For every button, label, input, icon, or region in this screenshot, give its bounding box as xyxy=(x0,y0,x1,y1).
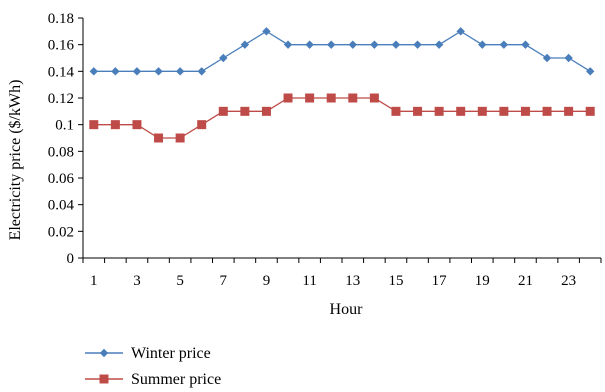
x-tick-label: 21 xyxy=(518,273,533,289)
legend-marker xyxy=(99,348,109,358)
x-tick-label: 9 xyxy=(263,273,271,289)
data-point xyxy=(240,106,250,116)
x-tick-label: 19 xyxy=(475,273,490,289)
data-point xyxy=(585,106,595,116)
data-point xyxy=(89,120,99,130)
data-point xyxy=(197,67,206,76)
x-tick-label: 11 xyxy=(302,273,316,289)
data-point xyxy=(154,133,164,143)
series-line xyxy=(93,97,591,139)
x-tick-label: 5 xyxy=(176,273,184,289)
y-tick-label: 0.1 xyxy=(55,118,74,134)
data-point xyxy=(413,106,423,116)
data-point xyxy=(434,106,444,116)
data-point xyxy=(564,53,573,63)
y-tick-label: 0.02 xyxy=(48,224,74,240)
y-tick-label: 0 xyxy=(67,251,75,267)
data-point xyxy=(413,40,422,49)
legend: Winter price Summer price xyxy=(85,345,221,388)
data-point xyxy=(391,106,401,116)
y-tick-label: 0.14 xyxy=(48,64,75,80)
data-point xyxy=(175,133,185,143)
x-axis-ticks: 1 3 5 7 9 11 13 15 17 19 21 23 xyxy=(82,258,602,289)
data-point xyxy=(132,67,142,76)
data-point xyxy=(261,106,271,116)
data-point xyxy=(154,67,163,76)
legend-label: Summer price xyxy=(131,371,221,388)
data-point xyxy=(219,53,228,63)
x-tick-label: 13 xyxy=(345,273,360,289)
x-tick-label: 15 xyxy=(388,273,403,289)
data-point xyxy=(132,120,142,130)
data-point xyxy=(477,106,487,116)
series-summer xyxy=(89,93,595,143)
data-point xyxy=(456,106,466,116)
series-line xyxy=(93,30,591,72)
y-tick-label: 0.06 xyxy=(48,171,75,187)
y-tick-label: 0.08 xyxy=(48,144,74,160)
data-point xyxy=(283,93,293,103)
legend-marker xyxy=(99,374,109,384)
y-tick-label: 0.12 xyxy=(48,91,74,107)
data-point xyxy=(89,67,98,76)
data-point xyxy=(391,40,401,49)
data-point xyxy=(348,93,358,103)
x-tick-label: 3 xyxy=(133,273,141,289)
y-tick-label: 0.16 xyxy=(48,38,75,54)
data-point xyxy=(542,53,552,63)
data-point xyxy=(369,93,379,103)
data-point xyxy=(478,40,487,49)
data-point xyxy=(305,93,315,103)
legend-item: Winter price xyxy=(85,345,211,362)
x-tick-label: 7 xyxy=(220,273,228,289)
data-point xyxy=(434,40,444,49)
data-point xyxy=(218,106,228,116)
data-point xyxy=(499,40,509,49)
data-point xyxy=(326,93,336,103)
data-point xyxy=(262,27,271,36)
x-tick-label: 23 xyxy=(561,273,576,289)
data-point xyxy=(111,67,120,76)
y-tick-label: 0.18 xyxy=(48,11,74,27)
data-point xyxy=(327,40,336,49)
data-point xyxy=(499,106,509,116)
legend-label: Winter price xyxy=(131,345,211,362)
data-point xyxy=(586,67,595,76)
data-point xyxy=(240,40,250,49)
legend-item: Summer price xyxy=(85,371,221,388)
data-point xyxy=(370,40,379,49)
data-point xyxy=(197,120,207,130)
data-point xyxy=(520,106,530,116)
x-axis-label: Hour xyxy=(330,301,364,318)
data-point xyxy=(175,67,185,76)
y-axis-label: Electricity price ($/kWh) xyxy=(7,80,24,241)
data-point xyxy=(521,40,530,49)
data-point xyxy=(542,106,552,116)
y-axis-ticks: 0 0.02 0.04 0.06 0.08 0.1 0.12 0.14 0.16 0.18 xyxy=(48,11,83,267)
data-point xyxy=(305,40,314,49)
x-tick-label: 17 xyxy=(432,273,448,289)
data-point xyxy=(564,106,574,116)
series-layer xyxy=(89,27,595,143)
x-tick-label: 1 xyxy=(90,273,98,289)
series-winter xyxy=(89,27,595,76)
data-point xyxy=(348,40,357,49)
data-point xyxy=(110,120,120,130)
data-point xyxy=(283,40,293,49)
y-tick-label: 0.04 xyxy=(48,198,75,214)
data-point xyxy=(456,27,465,36)
